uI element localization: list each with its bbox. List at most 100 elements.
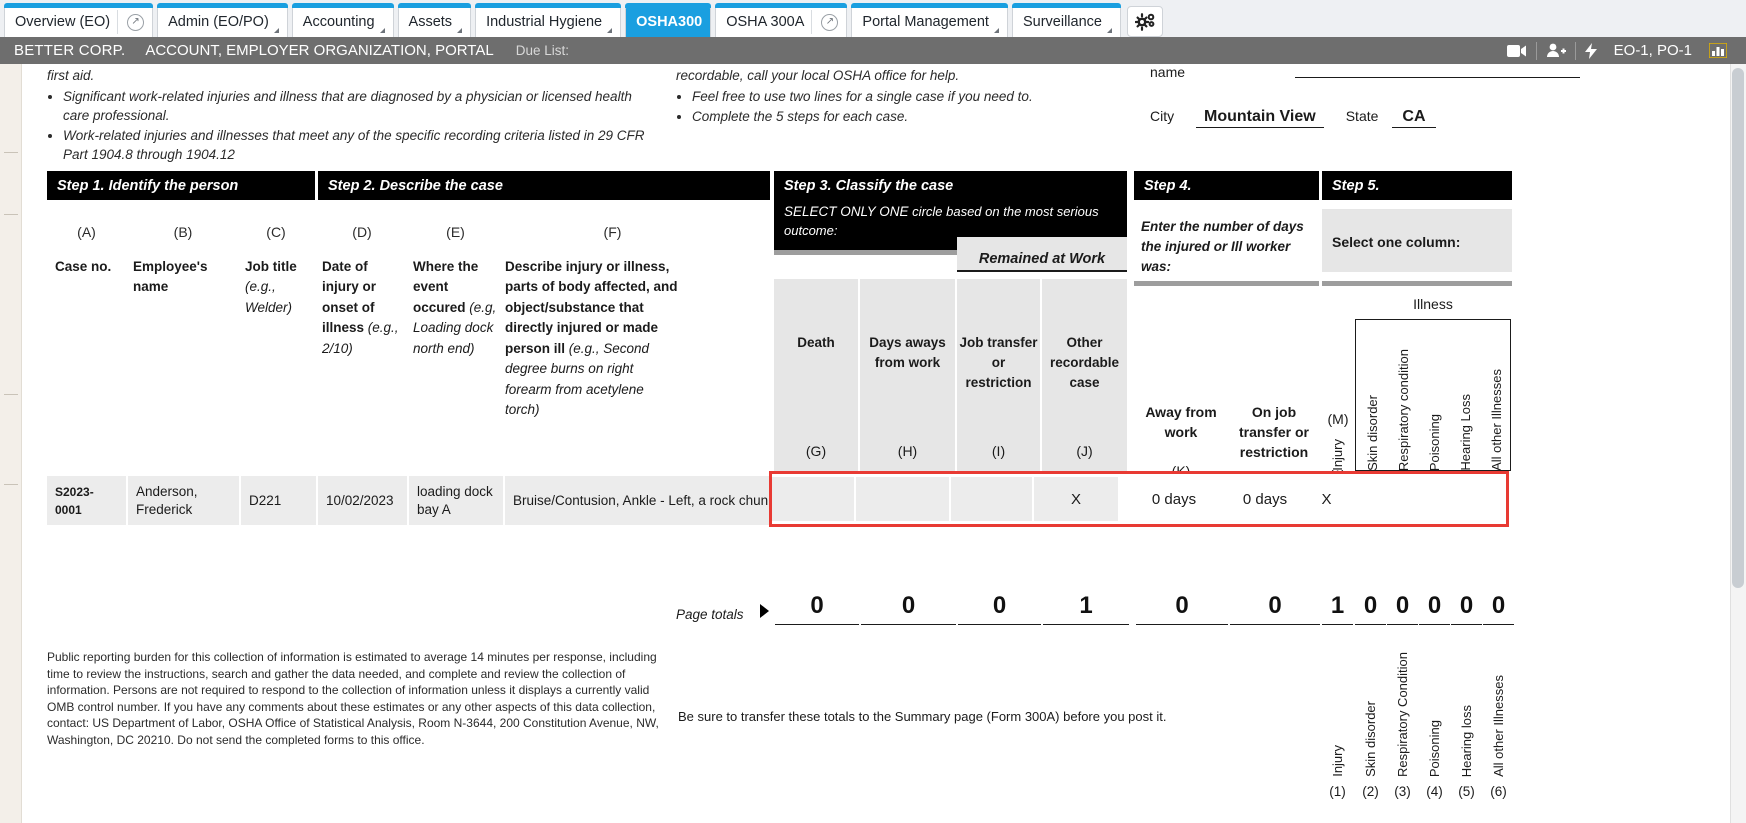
column-letter-c: (C) <box>266 224 286 240</box>
chevron-down-icon[interactable] <box>457 28 463 33</box>
tab-label: Assets <box>408 14 453 30</box>
video-camera-icon[interactable] <box>1506 44 1527 58</box>
tab-osha-300a[interactable]: OSHA 300A ↗ <box>715 3 848 37</box>
cell-days-away[interactable] <box>856 477 951 521</box>
total-illness-1: 1 <box>1322 592 1353 625</box>
intro-left-lead: first aid. <box>47 68 95 83</box>
cell-job-title[interactable]: D221 <box>241 476 318 525</box>
classify-col-death-name: Death <box>797 335 835 350</box>
days-col-away-name: Away from work <box>1145 404 1217 440</box>
column-title-b: Employee's name <box>133 258 208 295</box>
cell-death[interactable] <box>772 477 856 521</box>
tab-overview-eo[interactable]: Overview (EO) ↗ <box>4 3 154 37</box>
step2-band: Step 2. Describe the case <box>318 171 770 200</box>
bottom-legend-all-other: All other Illnesses <box>1483 629 1514 777</box>
app-header-bar: BETTER CORP. ACCOUNT, EMPLOYER ORGANIZAT… <box>0 37 1746 64</box>
external-link-icon[interactable]: ↗ <box>821 13 839 31</box>
illness-m-letter: (M) <box>1327 411 1349 427</box>
total-days-away: 0 <box>861 592 956 625</box>
tab-label: OSHA 300A <box>726 14 805 30</box>
step5-underbar <box>1322 281 1512 286</box>
bottom-legend-other-label: All other Illnesses <box>1491 675 1506 777</box>
chevron-down-icon[interactable] <box>379 28 385 33</box>
cell-job-transfer[interactable] <box>951 477 1034 521</box>
step3-sub-caps: SELECT ONLY ONE <box>784 204 909 219</box>
cell-date[interactable]: 10/02/2023 <box>318 476 409 525</box>
eo-po-label: EO-1, PO-1 <box>1613 42 1692 59</box>
cell-other-recordable[interactable]: X <box>1034 477 1120 521</box>
illness-col-injury-label: Injury <box>1330 439 1345 471</box>
bottom-legend-skin-label: Skin disorder <box>1363 701 1378 777</box>
chevron-down-icon[interactable] <box>607 28 613 33</box>
classify-col-death-letter: (G) <box>805 443 827 459</box>
tab-accounting[interactable]: Accounting <box>291 3 394 37</box>
cell-where[interactable]: loading dock bay A <box>409 476 505 525</box>
add-user-icon[interactable] <box>1546 43 1566 58</box>
lightning-bolt-icon[interactable] <box>1584 42 1597 59</box>
external-link-icon[interactable]: ↗ <box>127 13 145 31</box>
header-divider-1 <box>1535 41 1537 60</box>
tab-divider <box>117 10 119 34</box>
column-title-c: Job title (e.g., Welder) <box>241 257 311 319</box>
cell-illness-marks <box>1343 477 1506 521</box>
scrollbar-thumb[interactable] <box>1732 68 1744 588</box>
tab-admin-eo-po[interactable]: Admin (EO/PO) <box>157 3 288 37</box>
highlighted-classification-strip[interactable]: X 0 days 0 days X <box>769 471 1509 527</box>
tab-surveillance[interactable]: Surveillance <box>1011 3 1121 37</box>
header-divider-2 <box>1574 41 1576 60</box>
city-value: Mountain View <box>1196 108 1324 128</box>
column-title-d: Date of injury or onset of illness (e.g.… <box>318 257 406 360</box>
legal-burden-statement: Public reporting burden for this collect… <box>47 650 659 747</box>
classify-col-other-recordable-name: Other recordable case <box>1049 335 1120 390</box>
osha300-form-area: first aid. Significant work-related inju… <box>0 64 1746 823</box>
bottom-legend-respiratory-label: Respiratory Condition <box>1395 651 1410 777</box>
bottom-legend-hearing-label: Hearing loss <box>1459 704 1474 777</box>
classify-col-days-away-letter: (H) <box>897 443 918 459</box>
total-illness-4: 0 <box>1419 592 1450 625</box>
intro-right: recordable, call your local OSHA office … <box>676 66 1076 127</box>
bar-chart-icon[interactable] <box>1709 43 1727 58</box>
vertical-scrollbar[interactable] <box>1730 64 1746 823</box>
bottom-legend-num-4: (4) <box>1426 784 1443 799</box>
cell-employee-name[interactable]: Anderson, Frederick <box>128 476 241 525</box>
cell-case-no[interactable]: S2023-0001 <box>47 476 128 525</box>
bottom-legend-injury: Injury <box>1322 629 1353 777</box>
intro-left: first aid. Significant work-related inju… <box>47 66 647 165</box>
tab-assets[interactable]: Assets <box>397 3 472 37</box>
bottom-legend-skin-disorder: Skin disorder <box>1355 629 1386 777</box>
cell-transfer-days[interactable]: 0 days <box>1220 477 1310 521</box>
column-eg-c: (e.g., Welder) <box>245 279 293 315</box>
column-title-e: Where the event occured (e.g, Loading do… <box>409 257 502 360</box>
bottom-legend-poisoning-label: Poisoning <box>1427 719 1442 777</box>
cell-describe[interactable]: Bruise/Contusion, Ankle - Left, a rock c… <box>505 476 810 525</box>
step3-sub-rest: circle based on the most serious outcome… <box>784 204 1099 238</box>
tab-portal-management[interactable]: Portal Management <box>851 3 1008 37</box>
cell-injury-mark[interactable]: X <box>1310 477 1343 521</box>
state-value: CA <box>1392 108 1436 128</box>
column-header-b: (B) Employee's name <box>128 222 238 298</box>
column-header-d: (D) Date of injury or onset of illness (… <box>318 222 406 359</box>
table-row[interactable]: S2023-0001 Anderson, Frederick D221 10/0… <box>47 476 810 525</box>
bottom-legend-injury-label: Injury <box>1330 745 1345 777</box>
illness-col-hearing-loss-label: Hearing Loss <box>1458 394 1473 471</box>
tab-industrial-hygiene[interactable]: Industrial Hygiene <box>475 3 622 37</box>
days-col-away-from-work: Away from work (K) <box>1135 402 1227 481</box>
intro-right-bullet-2: Complete the 5 steps for each case. <box>692 107 1076 126</box>
column-eg-f: (e.g., Second degree burns on right fore… <box>505 340 650 418</box>
classify-col-job-transfer-letter: (I) <box>991 443 1006 459</box>
step4-underbar <box>1134 281 1319 286</box>
chevron-down-icon[interactable] <box>1106 28 1112 33</box>
intro-right-bullet-1: Feel free to use two lines for a single … <box>692 87 1076 106</box>
chevron-down-icon[interactable] <box>993 28 999 33</box>
cell-away-days[interactable]: 0 days <box>1128 477 1220 521</box>
step3-band: Step 3. Classify the case SELECT ONLY ON… <box>774 171 1127 250</box>
column-letter-f: (F) <box>603 224 622 240</box>
illness-col-poisoning: Poisoning <box>1419 321 1450 471</box>
total-illness-5: 0 <box>1451 592 1482 625</box>
illness-group-label: Illness <box>1413 296 1453 312</box>
tab-osha300[interactable]: OSHA300 <box>625 3 712 37</box>
chevron-down-icon[interactable] <box>273 28 279 33</box>
bottom-legend-num-3: (3) <box>1394 784 1411 799</box>
settings-gear-icon[interactable] <box>1126 6 1163 37</box>
establishment-name-rule <box>1295 64 1580 78</box>
